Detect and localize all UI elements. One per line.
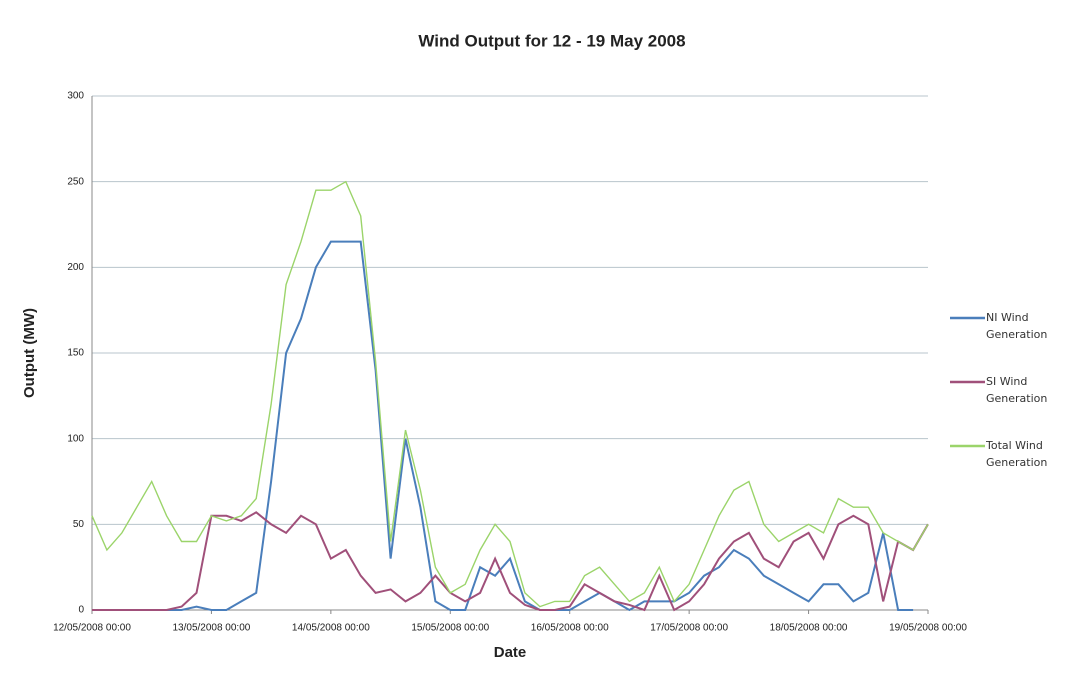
legend-label: SI Wind Generation <box>986 375 1048 405</box>
legend-item: Total Wind Generation <box>986 439 1048 469</box>
chart-title: Wind Output for 12 - 19 May 2008 <box>418 31 685 50</box>
x-tick-label: 18/05/2008 00:00 <box>770 623 848 634</box>
series-line <box>91 180 929 608</box>
y-tick-label: 0 <box>78 605 84 616</box>
x-tick-label: 17/05/2008 00:00 <box>650 623 728 634</box>
series-line <box>92 511 929 612</box>
x-tick-label: 14/05/2008 00:00 <box>292 623 370 634</box>
y-tick-label: 100 <box>67 433 84 444</box>
y-tick-label: 200 <box>67 262 84 273</box>
x-tick-label: 13/05/2008 00:00 <box>172 623 250 634</box>
legend-item: SI Wind Generation <box>986 375 1048 405</box>
legend-label: Total Wind Generation <box>986 439 1048 469</box>
series-line <box>92 240 914 612</box>
y-tick-label: 300 <box>67 91 84 102</box>
x-tick-label: 19/05/2008 00:00 <box>889 623 967 634</box>
y-axis-label: Output (MW) <box>21 308 38 398</box>
y-tick-label: 250 <box>67 176 84 187</box>
y-tick-label: 150 <box>67 348 84 359</box>
y-tick-label: 50 <box>73 519 85 530</box>
x-tick-label: 12/05/2008 00:00 <box>53 623 131 634</box>
legend-label: NI Wind Generation <box>986 311 1048 341</box>
x-tick-label: 15/05/2008 00:00 <box>411 623 489 634</box>
x-tick-label: 16/05/2008 00:00 <box>531 623 609 634</box>
x-axis-label: Date <box>494 644 527 661</box>
legend-item: NI Wind Generation <box>986 311 1048 341</box>
